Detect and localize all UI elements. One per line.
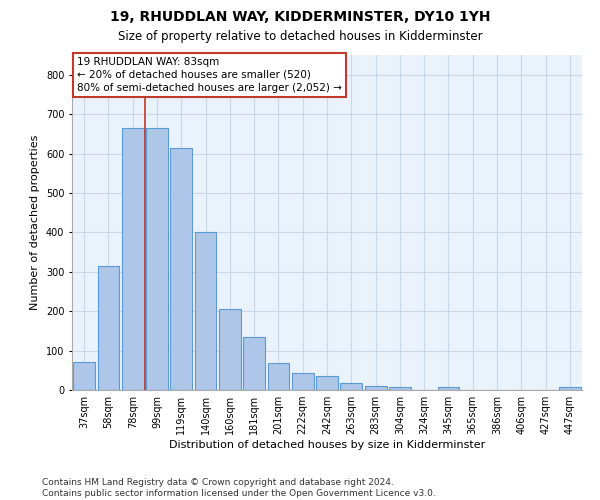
Bar bbox=[559, 387, 581, 390]
Bar bbox=[340, 383, 362, 390]
Bar bbox=[292, 373, 314, 390]
Bar bbox=[146, 128, 168, 390]
Bar bbox=[389, 387, 411, 390]
Bar bbox=[316, 376, 338, 390]
Bar bbox=[122, 128, 143, 390]
X-axis label: Distribution of detached houses by size in Kidderminster: Distribution of detached houses by size … bbox=[169, 440, 485, 450]
Bar bbox=[73, 362, 95, 390]
Text: Contains HM Land Registry data © Crown copyright and database right 2024.
Contai: Contains HM Land Registry data © Crown c… bbox=[42, 478, 436, 498]
Bar bbox=[170, 148, 192, 390]
Bar bbox=[97, 266, 119, 390]
Bar bbox=[437, 387, 460, 390]
Bar bbox=[243, 337, 265, 390]
Bar bbox=[219, 309, 241, 390]
Text: 19 RHUDDLAN WAY: 83sqm
← 20% of detached houses are smaller (520)
80% of semi-de: 19 RHUDDLAN WAY: 83sqm ← 20% of detached… bbox=[77, 56, 342, 93]
Bar bbox=[268, 363, 289, 390]
Y-axis label: Number of detached properties: Number of detached properties bbox=[31, 135, 40, 310]
Text: 19, RHUDDLAN WAY, KIDDERMINSTER, DY10 1YH: 19, RHUDDLAN WAY, KIDDERMINSTER, DY10 1Y… bbox=[110, 10, 490, 24]
Bar bbox=[365, 386, 386, 390]
Text: Size of property relative to detached houses in Kidderminster: Size of property relative to detached ho… bbox=[118, 30, 482, 43]
Bar bbox=[194, 232, 217, 390]
